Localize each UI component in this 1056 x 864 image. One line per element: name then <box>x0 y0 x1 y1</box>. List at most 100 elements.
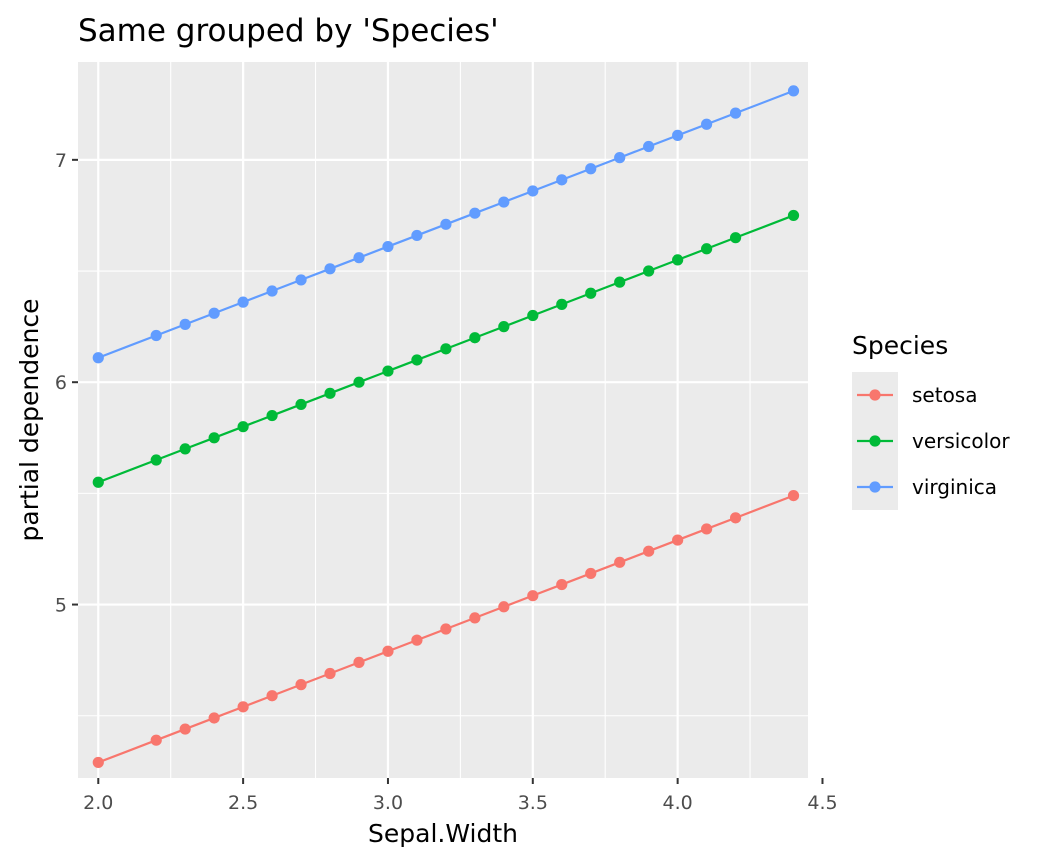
legend-item-versicolor: versicolor <box>852 418 1010 464</box>
legend-item-setosa: setosa <box>852 372 977 418</box>
data-point-versicolor <box>237 421 249 433</box>
data-point-setosa <box>266 690 278 702</box>
x-tick-label: 3.0 <box>373 792 403 814</box>
data-point-virginica <box>411 229 423 242</box>
data-point-virginica <box>701 118 713 130</box>
legend-item-virginica: virginica <box>852 464 997 510</box>
data-point-versicolor <box>585 287 597 299</box>
chart-title: Same grouped by 'Species' <box>78 13 499 49</box>
data-point-versicolor <box>701 243 713 255</box>
data-point-versicolor <box>179 443 191 455</box>
minor-gridlines <box>78 62 808 778</box>
data-point-versicolor <box>208 432 220 444</box>
data-point-virginica <box>585 163 597 175</box>
data-point-virginica <box>729 107 742 119</box>
data-point-setosa <box>295 679 307 691</box>
data-point-setosa <box>440 623 452 635</box>
data-point-virginica <box>787 85 800 97</box>
data-point-versicolor <box>411 354 423 366</box>
data-point-virginica <box>672 129 684 141</box>
data-point-virginica <box>353 252 365 264</box>
data-point-versicolor <box>295 398 307 411</box>
data-point-setosa <box>237 701 249 713</box>
data-point-versicolor <box>469 332 481 344</box>
data-point-versicolor <box>614 276 626 288</box>
data-point-virginica <box>527 185 539 197</box>
data-point-versicolor <box>643 265 655 277</box>
data-point-versicolor <box>324 387 336 399</box>
x-tick-label: 2.5 <box>228 792 258 814</box>
legend: Species setosa versicolor virginica <box>852 331 1010 510</box>
y-tick-label: 5 <box>55 595 67 617</box>
data-point-setosa <box>469 612 481 624</box>
data-point-setosa <box>527 590 539 602</box>
x-axis-title: Sepal.Width <box>368 819 518 848</box>
data-point-setosa <box>208 712 220 724</box>
data-point-setosa <box>729 512 742 524</box>
legend-key-point <box>869 389 881 401</box>
data-point-setosa <box>787 490 800 502</box>
data-point-virginica <box>643 140 655 153</box>
data-point-versicolor <box>498 321 510 333</box>
data-point-virginica <box>469 207 481 219</box>
data-point-versicolor <box>92 476 104 488</box>
series-layer <box>92 85 800 769</box>
legend-label: versicolor <box>912 429 1010 453</box>
x-tick-label: 2.0 <box>83 792 113 814</box>
x-axis-ticks: 2.0 2.5 3.0 3.5 4.0 4.5 <box>83 778 838 814</box>
data-point-virginica <box>295 274 307 286</box>
data-point-versicolor <box>150 454 162 466</box>
data-point-versicolor <box>382 365 394 377</box>
data-point-versicolor <box>556 298 568 310</box>
series-setosa <box>92 490 800 769</box>
data-point-setosa <box>701 523 713 535</box>
data-point-virginica <box>498 196 510 208</box>
x-tick-label: 4.0 <box>663 792 693 814</box>
data-point-setosa <box>498 601 510 613</box>
data-point-versicolor <box>672 254 684 266</box>
x-tick-label: 3.5 <box>518 792 548 814</box>
data-point-virginica <box>179 318 191 330</box>
data-point-virginica <box>614 152 626 164</box>
data-point-setosa <box>150 734 162 746</box>
data-point-versicolor <box>729 232 742 244</box>
data-point-setosa <box>324 667 336 680</box>
data-point-virginica <box>556 174 568 186</box>
y-axis-ticks: 5 6 7 <box>55 150 78 617</box>
data-point-setosa <box>643 545 655 557</box>
data-point-virginica <box>266 285 278 297</box>
data-point-setosa <box>353 656 365 668</box>
data-point-virginica <box>382 240 394 253</box>
data-point-setosa <box>411 634 423 646</box>
legend-title: Species <box>852 331 948 360</box>
series-versicolor <box>92 209 800 488</box>
data-point-setosa <box>382 645 394 657</box>
data-point-versicolor <box>527 309 539 322</box>
data-point-setosa <box>672 534 684 546</box>
legend-label: virginica <box>912 475 997 499</box>
y-tick-label: 7 <box>55 150 67 172</box>
data-point-setosa <box>614 556 626 568</box>
data-point-virginica <box>440 218 452 230</box>
data-point-virginica <box>150 329 162 342</box>
data-point-setosa <box>585 567 597 580</box>
legend-key-point <box>869 435 881 447</box>
major-gridlines <box>78 62 824 778</box>
y-tick-label: 6 <box>55 372 67 394</box>
data-point-versicolor <box>440 343 452 355</box>
data-point-virginica <box>237 296 249 308</box>
data-point-virginica <box>92 352 104 364</box>
data-point-versicolor <box>266 409 278 422</box>
legend-label: setosa <box>912 383 977 407</box>
legend-key-point <box>869 481 881 493</box>
data-point-versicolor <box>353 376 365 388</box>
data-point-setosa <box>556 578 568 591</box>
data-point-virginica <box>208 307 220 319</box>
series-virginica <box>92 85 800 364</box>
data-point-setosa <box>179 723 191 735</box>
plot-panel <box>78 62 808 778</box>
x-tick-label: 4.5 <box>807 792 837 814</box>
data-point-virginica <box>324 263 336 275</box>
y-axis-title: partial dependence <box>15 299 44 542</box>
